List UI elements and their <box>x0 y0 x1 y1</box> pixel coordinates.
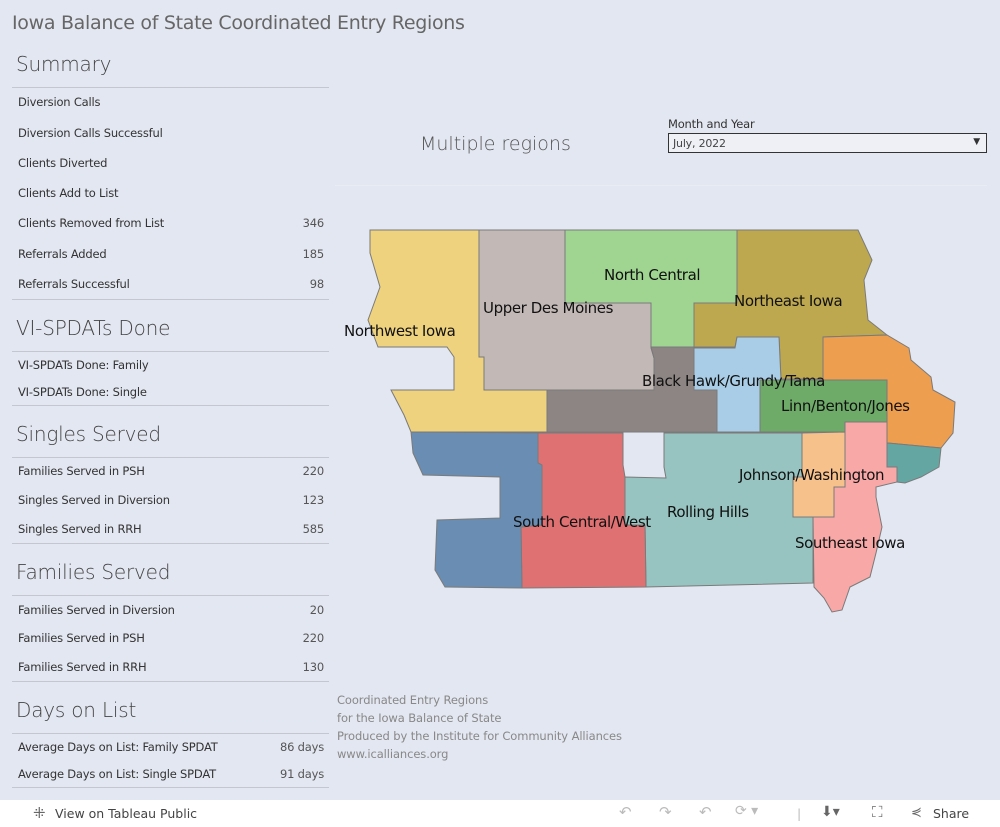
metric-row: Families Served in Diversion 20 <box>18 603 324 617</box>
divider <box>12 299 329 300</box>
metric-row: Referrals Successful 98 <box>18 277 324 291</box>
toolbar-divider: | <box>797 806 802 821</box>
divider <box>12 351 329 352</box>
redo-icon[interactable]: ↷ <box>659 803 672 821</box>
metric-value: 346 <box>302 216 325 230</box>
metric-label: Families Served in PSH <box>18 631 145 645</box>
region-rolling-hills[interactable] <box>624 432 814 588</box>
region-unlabeled-13[interactable] <box>410 431 543 589</box>
undo-icon[interactable]: ↶ <box>619 803 632 821</box>
metric-row: Average Days on List: Family SPDAT 86 day… <box>18 740 324 754</box>
footnote-line: for the Iowa Balance of State <box>337 711 502 725</box>
region-label: Black Hawk/Grundy/Tama <box>642 372 825 390</box>
footnote-line: Produced by the Institute for Community … <box>337 729 622 743</box>
metric-label: Diversion Calls <box>18 95 101 109</box>
metric-value: 585 <box>302 522 325 536</box>
metric-label: Average Days on List: Single SPDAT <box>18 767 216 781</box>
divider <box>12 87 329 88</box>
metric-row: Singles Served in Diversion 123 <box>18 493 324 507</box>
metric-row: Diversion Calls Successful <box>18 126 324 140</box>
metric-label: Average Days on List: Family SPDAT <box>18 740 218 754</box>
metric-value: 123 <box>302 493 325 507</box>
region-label: Upper Des Moines <box>483 299 614 317</box>
metric-label: Families Served in RRH <box>18 660 147 674</box>
metric-label: Diversion Calls Successful <box>18 126 163 140</box>
metric-row: Families Served in RRH 130 <box>18 660 324 674</box>
metric-row: Families Served in PSH 220 <box>18 464 324 478</box>
footnote-line: Coordinated Entry Regions <box>337 693 489 707</box>
region-label: Linn/Benton/Jones <box>781 397 910 415</box>
tableau-logo-icon: ⁜ <box>33 804 46 822</box>
divider <box>12 405 329 406</box>
month-year-label: Month and Year <box>668 117 755 131</box>
section-header: VI-SPDATs Done <box>16 316 171 340</box>
section-header: Days on List <box>16 698 137 722</box>
revert-icon[interactable]: ↶ <box>699 803 712 821</box>
metric-row: Clients Removed from List 346 <box>18 216 324 230</box>
region-label: Northeast Iowa <box>734 292 842 310</box>
dashboard-title: Iowa Balance of State Coordinated Entry … <box>12 12 465 34</box>
divider <box>12 787 329 788</box>
metric-label: Singles Served in RRH <box>18 522 142 536</box>
download-icon[interactable]: ⬇▾ <box>821 804 840 820</box>
metric-row: Clients Diverted <box>18 156 324 170</box>
divider <box>12 681 329 682</box>
metric-label: Referrals Successful <box>18 277 130 291</box>
selected-regions-title: Multiple regions <box>420 133 571 155</box>
metric-value: 220 <box>302 631 325 645</box>
section-header: Families Served <box>16 560 171 584</box>
metric-row: Average Days on List: Single SPDAT 91 day… <box>18 767 324 781</box>
region-label: Rolling Hills <box>667 503 749 521</box>
divider <box>12 595 329 596</box>
divider <box>335 185 987 186</box>
fullscreen-icon[interactable]: ⛶ <box>872 803 883 821</box>
metric-row: VI-SPDATs Done: Single <box>18 385 324 399</box>
divider <box>12 733 329 734</box>
metric-value: 130 <box>302 660 325 674</box>
footnote-line[interactable]: www.icalliances.org <box>337 747 449 761</box>
metric-label: Singles Served in Diversion <box>18 493 170 507</box>
metric-row: Diversion Calls <box>18 95 324 109</box>
view-on-tableau-link[interactable]: View on Tableau Public <box>55 806 198 821</box>
metric-row: VI-SPDATs Done: Family <box>18 358 324 372</box>
metric-row: Referrals Added 185 <box>18 247 324 261</box>
divider <box>12 543 329 544</box>
region-label: Johnson/Washington <box>738 466 884 484</box>
metric-value: 86 days <box>279 740 324 754</box>
metric-label: Clients Diverted <box>18 156 108 170</box>
refresh-icon[interactable]: ⟳ ▾ <box>735 803 759 819</box>
metric-value: 220 <box>302 464 325 478</box>
region-unlabeled-7[interactable] <box>822 334 956 449</box>
metric-value: 98 <box>309 277 324 291</box>
share-button[interactable]: Share <box>933 806 970 821</box>
metric-value: 20 <box>309 603 324 617</box>
section-header: Summary <box>16 52 112 76</box>
metric-value: 185 <box>302 247 325 261</box>
share-icon[interactable]: ⋞ <box>911 805 922 820</box>
metric-label: Families Served in Diversion <box>18 603 175 617</box>
metric-label: Referrals Added <box>18 247 107 261</box>
region-label: Northwest Iowa <box>344 322 455 340</box>
metric-value: 91 days <box>279 767 324 781</box>
metric-label: Clients Removed from List <box>18 216 165 230</box>
region-northeast-iowa[interactable] <box>693 229 889 380</box>
month-year-value: July, 2022 <box>673 137 726 150</box>
map-footnote: Coordinated Entry Regions for the Iowa B… <box>337 691 622 763</box>
iowa-region-map[interactable]: Northwest Iowa Upper Des Moines North Cent… <box>340 220 960 620</box>
section-header: Singles Served <box>16 422 161 446</box>
region-label: South Central/West <box>513 513 651 531</box>
metric-label: Families Served in PSH <box>18 464 145 478</box>
metric-label: VI-SPDATs Done: Single <box>18 385 147 399</box>
metric-label: VI-SPDATs Done: Family <box>18 358 149 372</box>
region-label: North Central <box>604 266 700 284</box>
month-year-dropdown[interactable]: July, 2022 ▼ <box>668 133 987 153</box>
divider <box>12 457 329 458</box>
tableau-toolbar: ⁜ View on Tableau Public ↶ ↷ ↶ ⟳ ▾ | ⬇▾ … <box>0 800 1000 827</box>
dropdown-arrow-icon: ▼ <box>973 137 980 147</box>
region-label: Southeast Iowa <box>795 534 905 552</box>
metric-label: Clients Add to List <box>18 186 119 200</box>
metric-row: Singles Served in RRH 585 <box>18 522 324 536</box>
metric-row: Clients Add to List <box>18 186 324 200</box>
metric-row: Families Served in PSH 220 <box>18 631 324 645</box>
